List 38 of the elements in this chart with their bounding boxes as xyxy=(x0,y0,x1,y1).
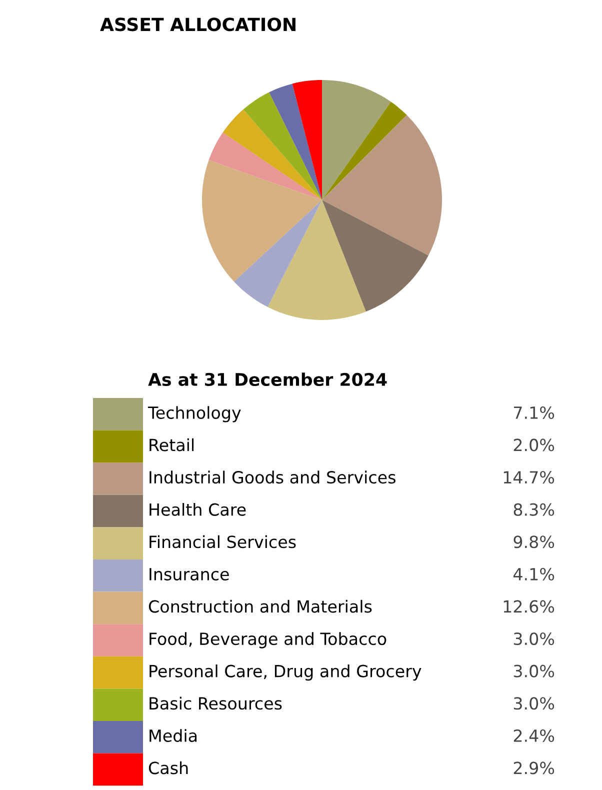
pie-slice xyxy=(322,200,428,312)
text: As at 31 December 2024 xyxy=(148,372,387,386)
data-label: 7.1% xyxy=(514,406,554,419)
data-label: 4.1% xyxy=(513,568,554,580)
legend-label: Technology xyxy=(148,406,241,422)
pie-slice xyxy=(222,109,322,200)
data-label: 3.0% xyxy=(514,632,554,646)
legend-label: Insurance xyxy=(150,568,229,580)
data-label: 2.9% xyxy=(514,762,554,774)
data-label: 9.8% xyxy=(514,536,554,548)
legend-label: Basic Resources xyxy=(150,696,282,710)
data-label: 12.6% xyxy=(504,600,554,613)
data-label: 3.0% xyxy=(514,664,554,678)
pie-slice xyxy=(322,80,391,200)
legend-label: Personal Care, Drug and Grocery xyxy=(150,664,422,681)
legend-label: Industrial Goods and Services xyxy=(150,470,396,484)
pie-slice xyxy=(269,84,322,200)
data-label: 14.7% xyxy=(504,470,554,484)
data-label: 2.0% xyxy=(514,438,554,452)
data-label: 3.0% xyxy=(514,697,554,710)
legend-label: Health Care xyxy=(150,502,246,516)
pie-slice xyxy=(208,132,322,200)
legend-label: Retail xyxy=(150,438,194,452)
pie-slice xyxy=(234,200,322,308)
pie-slice xyxy=(322,102,407,200)
pie-slice xyxy=(202,160,322,282)
data-label: 2.4% xyxy=(514,729,554,742)
legend-label: Cash xyxy=(148,761,188,774)
pie-slice xyxy=(292,80,322,200)
legend-label: Media xyxy=(150,729,197,742)
data-label: 8.3% xyxy=(514,503,554,516)
pie-slice xyxy=(268,200,366,320)
legend-label: Food, Beverage and Tobacco xyxy=(150,632,386,648)
chart-title: ASSET ALLOCATION xyxy=(100,18,296,32)
pie-slice xyxy=(243,92,322,200)
legend-label: Financial Services xyxy=(150,535,296,548)
pie-slice xyxy=(322,115,442,256)
legend-label: Construction and Materials xyxy=(148,600,372,613)
